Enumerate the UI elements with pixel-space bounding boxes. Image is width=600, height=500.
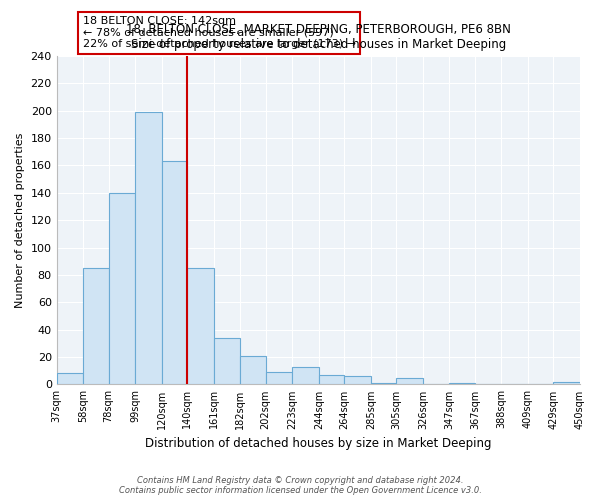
Title: 18, BELTON CLOSE, MARKET DEEPING, PETERBOROUGH, PE6 8BN
Size of property relativ: 18, BELTON CLOSE, MARKET DEEPING, PETERB… xyxy=(126,22,511,50)
Bar xyxy=(553,382,580,384)
Bar xyxy=(396,378,423,384)
Bar xyxy=(187,268,214,384)
Bar xyxy=(214,338,241,384)
Bar xyxy=(135,112,162,384)
Bar xyxy=(83,268,109,384)
Bar xyxy=(56,374,83,384)
Text: Contains HM Land Registry data © Crown copyright and database right 2024.
Contai: Contains HM Land Registry data © Crown c… xyxy=(119,476,481,495)
Text: 18 BELTON CLOSE: 142sqm
← 78% of detached houses are smaller (597)
22% of semi-d: 18 BELTON CLOSE: 142sqm ← 78% of detache… xyxy=(83,16,356,50)
Bar xyxy=(266,372,292,384)
Bar xyxy=(449,383,475,384)
Bar xyxy=(292,366,319,384)
Bar xyxy=(344,376,371,384)
Bar xyxy=(371,383,396,384)
Bar xyxy=(109,193,135,384)
X-axis label: Distribution of detached houses by size in Market Deeping: Distribution of detached houses by size … xyxy=(145,437,491,450)
Bar xyxy=(319,375,344,384)
Y-axis label: Number of detached properties: Number of detached properties xyxy=(15,132,25,308)
Bar xyxy=(162,162,187,384)
Bar xyxy=(241,356,266,384)
